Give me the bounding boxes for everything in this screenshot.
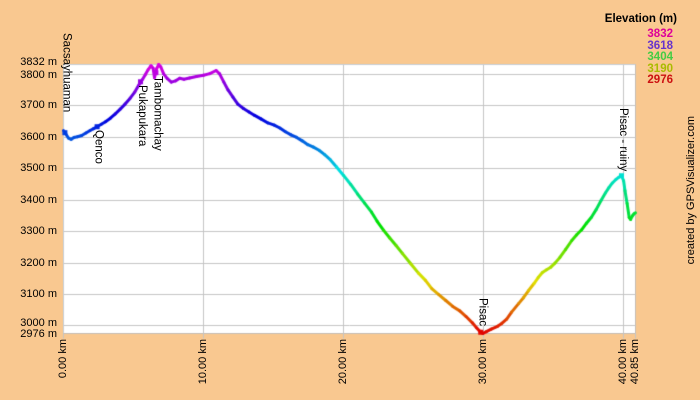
y-tick-label: 3832 m <box>20 56 57 68</box>
waypoint-label: Pisac <box>476 297 489 326</box>
x-tick-label: 10.00 km <box>196 339 209 385</box>
legend-title: Elevation (m) <box>604 13 677 25</box>
y-tick-label: 3200 m <box>20 256 57 269</box>
legend-entry: 3404 <box>647 51 673 64</box>
y-tick-label: 3100 m <box>20 288 57 301</box>
legend-entry: 3190 <box>647 62 673 75</box>
x-tick-label: 40.00 km <box>616 339 629 385</box>
x-tick-label: 40.85 km <box>628 339 641 385</box>
legend-entry: 2976 <box>647 74 673 87</box>
x-tick-label: 30.00 km <box>476 339 489 385</box>
legend-entry: 3618 <box>647 39 673 52</box>
x-tick-label: 0.00 km <box>56 339 69 379</box>
y-tick-label: 2976 m <box>20 328 57 340</box>
waypoint-label: Pukapukara <box>136 85 148 147</box>
legend-entries: 3832 3618 3404 3190 2976 <box>647 28 673 87</box>
waypoint-label: Tambomachay <box>151 76 164 151</box>
y-tick-label: 3700 m <box>20 99 57 112</box>
legend: Elevation (m) 3832 3618 3404 3190 2976 <box>604 13 677 86</box>
y-tick-label: 3000 m <box>20 317 57 330</box>
waypoint-label: Pisac - ruiny <box>616 107 629 172</box>
legend-entry: 3832 <box>647 28 673 40</box>
x-tick-label: 20.00 km <box>336 339 349 385</box>
y-tick-label: 3300 m <box>20 225 57 238</box>
y-tick-label: 3600 m <box>20 130 57 143</box>
y-tick-label: 3500 m <box>20 162 57 175</box>
credit-text: created by GPSVisualizer.com <box>685 116 697 265</box>
y-tick-label: 3400 m <box>20 193 57 206</box>
y-tick-label: 3800 m <box>20 69 57 82</box>
waypoint-label: Qenco <box>92 130 105 165</box>
waypoint-label: Sacsayhuaman <box>60 32 73 113</box>
